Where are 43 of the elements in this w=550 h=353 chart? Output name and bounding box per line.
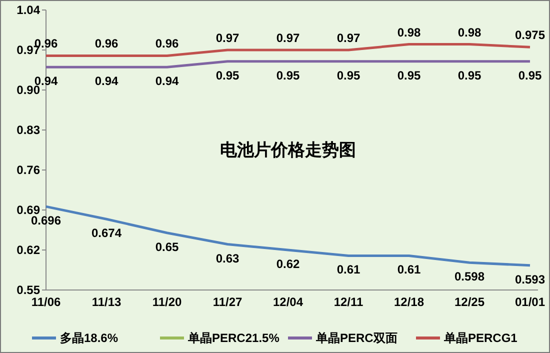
x-tick-label: 11/06	[31, 295, 62, 309]
data-label: 0.593	[514, 272, 546, 286]
data-label: 0.97	[276, 31, 300, 45]
data-label: 0.63	[216, 251, 240, 266]
data-label: 0.975	[514, 28, 546, 42]
data-label: 0.94	[94, 74, 118, 88]
data-label: 0.62	[276, 257, 300, 271]
y-tick-label: 0.76	[16, 163, 40, 177]
data-label: 0.95	[336, 68, 360, 82]
x-tick-label: 11/20	[152, 295, 182, 309]
text: 电池片价格走势图	[220, 140, 356, 160]
y-tick-label: 1.04	[16, 3, 40, 17]
y-tick-label: 0.83	[16, 123, 40, 137]
data-label: 0.598	[454, 270, 485, 284]
data-label: 0.65	[155, 240, 179, 254]
legend-label: 单晶PERC双面	[315, 331, 398, 345]
y-tick-label: 0.55	[16, 283, 40, 297]
x-tick-label: 01/01	[514, 295, 546, 309]
data-label: 0.674	[91, 226, 122, 240]
data-label: 0.98	[458, 25, 482, 40]
legend-label: 单晶PERCG1	[443, 331, 518, 345]
y-tick-label: 0.62	[16, 243, 40, 257]
data-label: 0.61	[397, 262, 421, 277]
legend-label: 多晶18.6%	[60, 331, 118, 345]
data-label: 0.95	[216, 68, 240, 82]
data-label: 0.97	[216, 31, 240, 45]
data-label: 0.95	[397, 68, 421, 82]
data-label: 0.95	[276, 68, 300, 82]
data-label: 0.96	[94, 36, 118, 51]
data-label: 0.61	[336, 262, 360, 277]
data-label: 0.95	[458, 68, 482, 82]
x-tick-label: 12/04	[272, 295, 304, 309]
x-tick-label: 11/27	[212, 295, 243, 309]
data-label: 0.97	[336, 31, 360, 45]
x-tick-label: 12/18	[394, 295, 424, 309]
data-label: 0.95	[518, 68, 542, 82]
data-label: 0.94	[155, 74, 179, 88]
data-label: 0.98	[397, 25, 421, 40]
x-tick-label: 12/11	[334, 295, 364, 309]
x-tick-label: 11/13	[92, 295, 122, 309]
x-tick-label: 12/25	[454, 295, 485, 309]
data-label: 0.96	[155, 36, 179, 51]
legend-label: 单晶PERC21.5%	[187, 331, 280, 345]
